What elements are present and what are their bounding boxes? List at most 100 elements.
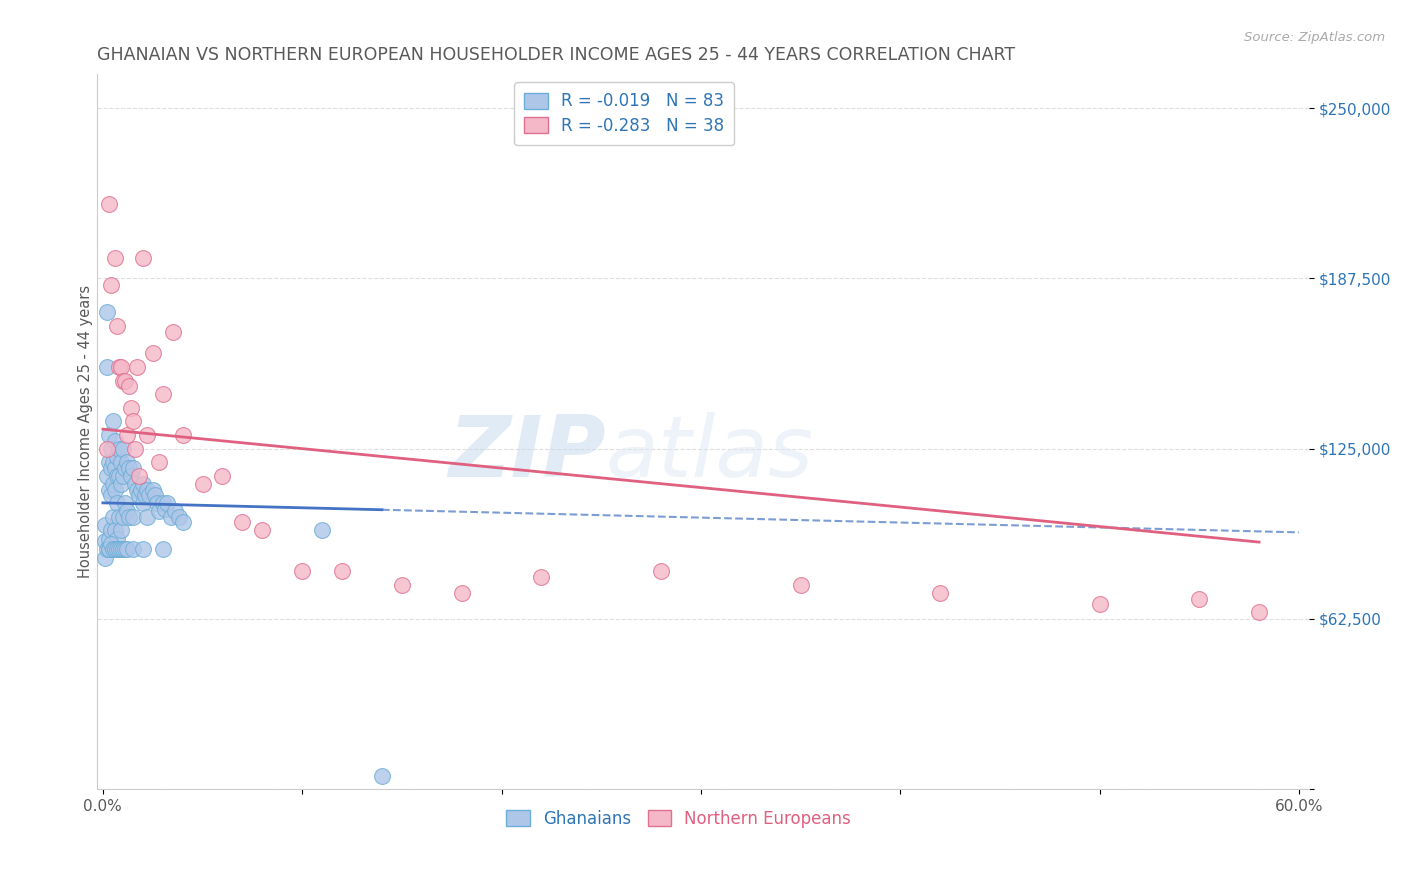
Point	[156, 496, 179, 510]
Point	[124, 477, 146, 491]
Point	[104, 251, 127, 265]
Point	[211, 469, 233, 483]
Point	[450, 586, 472, 600]
Point	[152, 387, 174, 401]
Point	[105, 450, 128, 464]
Point	[101, 414, 124, 428]
Point	[125, 483, 148, 497]
Point	[929, 586, 952, 600]
Point	[111, 469, 134, 483]
Point	[97, 532, 120, 546]
Point	[110, 477, 132, 491]
Point	[105, 496, 128, 510]
Point	[100, 537, 122, 551]
Point	[100, 442, 122, 456]
Point	[97, 428, 120, 442]
Point	[135, 483, 157, 497]
Point	[96, 542, 118, 557]
Point	[159, 509, 181, 524]
Point	[114, 374, 136, 388]
Point	[172, 515, 194, 529]
Point	[132, 251, 155, 265]
Y-axis label: Householder Income Ages 25 - 44 years: Householder Income Ages 25 - 44 years	[79, 285, 93, 578]
Text: atlas: atlas	[606, 411, 814, 495]
Point	[97, 196, 120, 211]
Point	[789, 578, 811, 592]
Point	[121, 460, 143, 475]
Point	[311, 524, 333, 538]
Point	[108, 359, 131, 374]
Point	[121, 542, 143, 557]
Point	[97, 455, 120, 469]
Point	[115, 542, 138, 557]
Point	[94, 534, 117, 549]
Point	[142, 346, 165, 360]
Point	[114, 542, 136, 557]
Point	[128, 469, 150, 483]
Point	[115, 455, 138, 469]
Point	[650, 564, 672, 578]
Point	[129, 483, 152, 497]
Point	[153, 501, 176, 516]
Point	[231, 515, 253, 529]
Point	[121, 509, 143, 524]
Point	[132, 477, 155, 491]
Point	[110, 524, 132, 538]
Point	[114, 496, 136, 510]
Point	[191, 477, 214, 491]
Point	[138, 488, 160, 502]
Point	[101, 542, 124, 557]
Point	[128, 488, 150, 502]
Point	[1247, 605, 1270, 619]
Legend: Ghanaians, Northern Europeans: Ghanaians, Northern Europeans	[499, 803, 858, 835]
Point	[111, 509, 134, 524]
Point	[105, 469, 128, 483]
Point	[101, 542, 124, 557]
Point	[120, 469, 142, 483]
Text: ZIP: ZIP	[449, 411, 606, 495]
Point	[104, 460, 127, 475]
Point	[111, 374, 134, 388]
Point	[108, 469, 131, 483]
Point	[100, 488, 122, 502]
Point	[104, 483, 127, 497]
Point	[172, 428, 194, 442]
Point	[135, 509, 157, 524]
Point	[142, 483, 165, 497]
Point	[163, 504, 186, 518]
Point	[121, 414, 143, 428]
Point	[132, 542, 155, 557]
Point	[97, 483, 120, 497]
Point	[96, 305, 118, 319]
Point	[125, 359, 148, 374]
Point	[391, 578, 413, 592]
Point	[143, 488, 166, 502]
Point	[94, 518, 117, 533]
Point	[108, 442, 131, 456]
Point	[252, 524, 274, 538]
Point	[108, 542, 131, 557]
Point	[132, 496, 155, 510]
Point	[134, 488, 156, 502]
Point	[101, 509, 124, 524]
Point	[152, 542, 174, 557]
Point	[100, 460, 122, 475]
Point	[152, 496, 174, 510]
Point	[104, 434, 127, 448]
Point	[101, 455, 124, 469]
Text: Source: ZipAtlas.com: Source: ZipAtlas.com	[1244, 31, 1385, 45]
Point	[105, 319, 128, 334]
Point	[530, 570, 553, 584]
Point	[291, 564, 314, 578]
Point	[145, 496, 167, 510]
Point	[105, 532, 128, 546]
Point	[104, 542, 127, 557]
Point	[162, 325, 184, 339]
Point	[94, 550, 117, 565]
Point	[104, 524, 127, 538]
Point	[118, 509, 141, 524]
Point	[371, 769, 394, 783]
Point	[111, 442, 134, 456]
Point	[118, 460, 141, 475]
Point	[96, 359, 118, 374]
